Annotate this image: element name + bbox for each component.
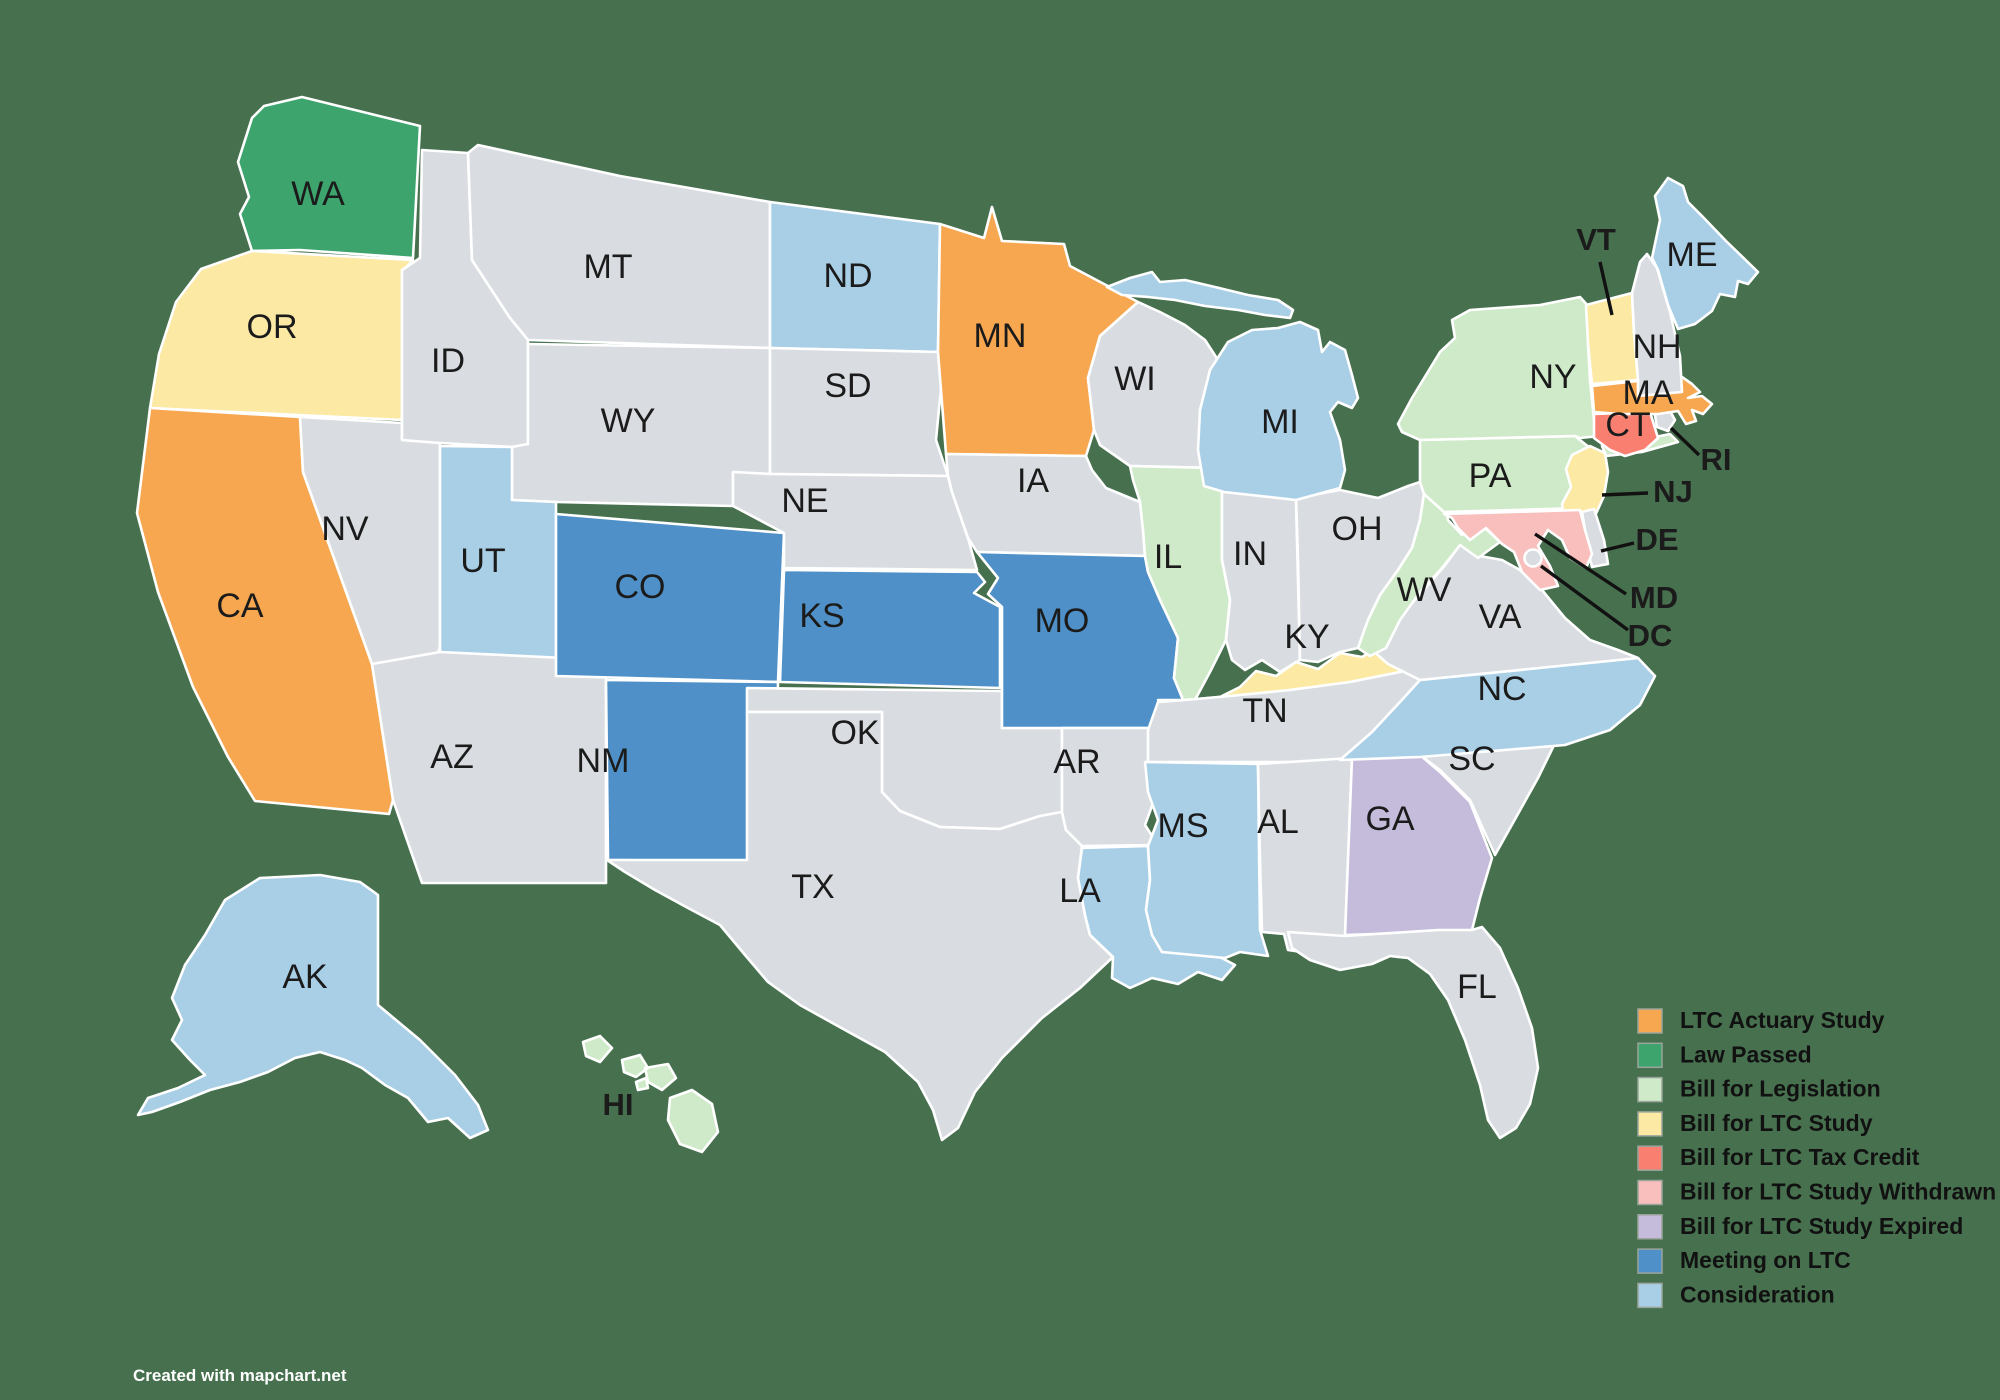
leader-line-vt: [1598, 261, 1614, 316]
state-label-ks: KS: [799, 597, 844, 635]
legend-label-2: Bill for Legislation: [1680, 1076, 1881, 1102]
state-hi[interactable]: [581, 1034, 720, 1154]
state-ks[interactable]: [778, 568, 1002, 690]
state-label-ok: OK: [830, 714, 879, 752]
leader-line-nj: [1601, 491, 1649, 497]
state-label-ar: AR: [1053, 743, 1100, 781]
legend-label-3: Bill for LTC Study: [1680, 1110, 1873, 1136]
state-label-la: LA: [1059, 872, 1101, 910]
state-label-ne: NE: [781, 482, 828, 520]
state-me[interactable]: [1650, 176, 1760, 331]
state-dc[interactable]: [1523, 548, 1543, 568]
state-label-nh: NH: [1632, 328, 1681, 366]
leader-line-md: [1534, 532, 1627, 596]
state-label-ut: UT: [460, 542, 505, 580]
state-label-az: AZ: [430, 738, 473, 776]
state-ak[interactable]: [136, 873, 490, 1140]
legend-label-0: LTC Actuary Study: [1680, 1007, 1885, 1033]
state-label-sc: SC: [1448, 740, 1495, 778]
state-label-co: CO: [615, 568, 666, 606]
legend-swatch-6: [1637, 1214, 1663, 1240]
state-label-mo: MO: [1035, 602, 1090, 640]
state-label-il: IL: [1154, 538, 1182, 576]
state-label-sd: SD: [824, 367, 871, 405]
state-label-vt: VT: [1576, 222, 1616, 257]
state-label-ri: RI: [1701, 442, 1732, 477]
state-label-mt: MT: [583, 248, 632, 286]
state-fl[interactable]: [1286, 925, 1540, 1140]
state-label-fl: FL: [1457, 968, 1497, 1006]
state-label-or: OR: [247, 308, 298, 346]
state-co[interactable]: [554, 512, 786, 684]
state-label-al: AL: [1257, 803, 1299, 841]
leader-line-de: [1600, 541, 1635, 553]
state-wa[interactable]: [236, 95, 422, 260]
state-label-mn: MN: [974, 317, 1027, 355]
state-label-ct: CT: [1605, 406, 1650, 444]
legend-swatch-0: [1637, 1008, 1663, 1034]
state-label-ca: CA: [216, 587, 264, 625]
state-label-ga: GA: [1365, 800, 1414, 838]
state-label-nv: NV: [321, 510, 369, 548]
legend-swatch-2: [1637, 1076, 1663, 1103]
legend-label-4: Bill for LTC Tax Credit: [1680, 1144, 1920, 1170]
leader-line-ri: [1669, 426, 1701, 457]
legend-label-6: Bill for LTC Study Expired: [1680, 1213, 1963, 1239]
state-label-ms: MS: [1158, 807, 1209, 845]
state-mt[interactable]: [466, 143, 772, 350]
state-nc[interactable]: [1338, 656, 1657, 762]
legend-swatch-8: [1637, 1282, 1663, 1309]
legend-swatch-4: [1637, 1145, 1663, 1171]
state-mi[interactable]: [1105, 270, 1360, 502]
legend-label-5: Bill for LTC Study Withdrawn: [1680, 1179, 1996, 1205]
state-label-wi: WI: [1114, 360, 1156, 398]
state-nh[interactable]: [1630, 252, 1684, 398]
state-label-nj: NJ: [1653, 474, 1693, 509]
state-label-ma: MA: [1623, 374, 1674, 412]
legend-label-8: Consideration: [1680, 1281, 1835, 1307]
state-label-ia: IA: [1017, 462, 1049, 500]
state-label-wa: WA: [291, 175, 345, 213]
state-label-ak: AK: [282, 958, 328, 996]
state-label-wv: WV: [1397, 571, 1452, 609]
legend-swatch-1: [1637, 1042, 1663, 1069]
state-ne[interactable]: [731, 470, 979, 572]
state-label-de: DE: [1635, 522, 1678, 557]
state-label-oh: OH: [1332, 510, 1383, 548]
state-al[interactable]: [1256, 756, 1354, 964]
state-label-nm: NM: [577, 742, 630, 780]
state-tx[interactable]: [605, 710, 1115, 1142]
state-label-pa: PA: [1469, 457, 1512, 495]
legend-label-1: Law Passed: [1680, 1041, 1812, 1067]
state-label-nc: NC: [1477, 670, 1526, 708]
legend-swatch-5: [1637, 1179, 1663, 1206]
state-label-nd: ND: [823, 257, 872, 295]
legend-swatch-7: [1637, 1248, 1663, 1274]
state-label-hi: HI: [603, 1087, 634, 1122]
state-label-tx: TX: [791, 868, 834, 906]
state-az[interactable]: [370, 650, 608, 885]
state-label-dc: DC: [1628, 618, 1673, 653]
legend: LTC Actuary Study Law Passed Bill for Legi…: [1637, 1007, 1996, 1309]
state-label-md: MD: [1630, 580, 1678, 615]
state-label-ky: KY: [1284, 618, 1329, 656]
legend-swatch-3: [1637, 1111, 1663, 1137]
state-ms[interactable]: [1143, 760, 1270, 960]
state-label-mi: MI: [1261, 403, 1299, 441]
state-vt[interactable]: [1584, 291, 1640, 386]
state-label-in: IN: [1233, 535, 1267, 573]
leader-line-dc: [1539, 564, 1630, 632]
legend-label-7: Meeting on LTC: [1680, 1247, 1851, 1273]
state-label-id: ID: [431, 342, 465, 380]
state-ct[interactable]: [1592, 410, 1660, 458]
state-label-ny: NY: [1529, 358, 1576, 396]
state-label-tn: TN: [1242, 692, 1287, 730]
state-label-me: ME: [1667, 236, 1718, 274]
state-label-wy: WY: [601, 402, 656, 440]
state-label-va: VA: [1479, 598, 1522, 636]
